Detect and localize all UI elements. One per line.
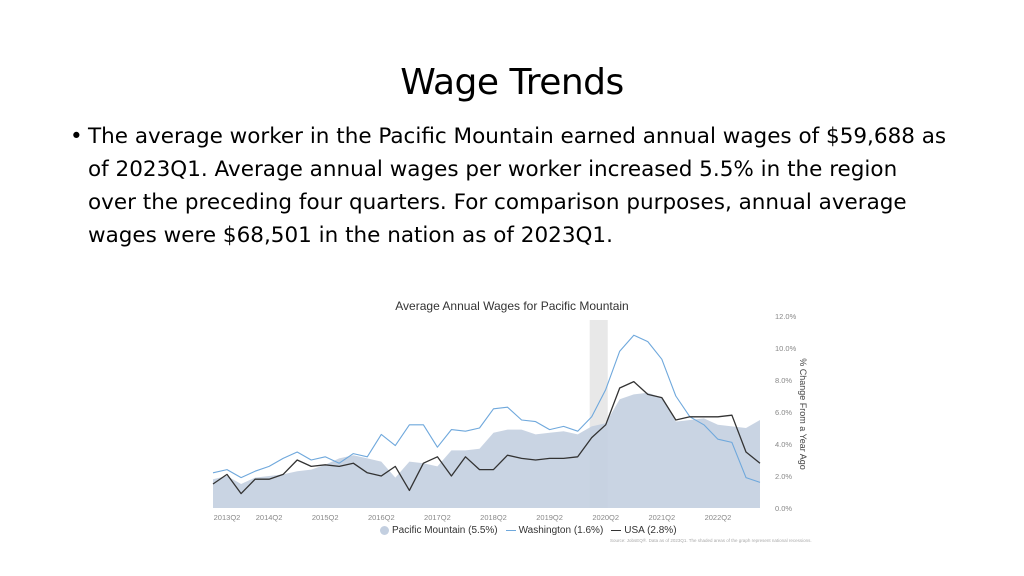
y-tick-label: 8.0%	[775, 376, 792, 385]
y-axis-label: % Change From a Year Ago	[798, 358, 808, 470]
y-tick-label: 2.0%	[775, 472, 792, 481]
bullet-marker: •	[70, 124, 83, 149]
x-tick-label: 2021Q2	[648, 513, 675, 522]
series-line-usa	[212, 380, 761, 495]
slide-title: Wage Trends	[400, 62, 624, 103]
x-tick-label: 2016Q2	[368, 513, 395, 522]
bullet-text: The average worker in the Pacific Mounta…	[88, 124, 947, 248]
legend-line-swatch-icon	[505, 530, 516, 531]
legend-usa: USA (2.8%)	[611, 525, 677, 536]
x-tick-label: 2014Q2	[256, 513, 283, 522]
y-axis: 0.0% 2.0% 4.0% 6.0% 8.0% 10.0% 12.0%	[775, 312, 797, 513]
bullet-paragraph: • The average worker in the Pacific Moun…	[70, 120, 948, 252]
legend-washington: Washington (1.6%)	[505, 525, 604, 536]
x-tick-label: 2020Q2	[592, 513, 619, 522]
area-layer	[213, 392, 760, 508]
y-tick-label: 0.0%	[775, 504, 792, 513]
x-axis: 2013Q2 2014Q2 2015Q2 2016Q2 2017Q2 2018Q2 2019…	[214, 513, 732, 522]
y-tick-label: 12.0%	[775, 312, 797, 321]
legend-line-swatch-icon	[611, 530, 622, 531]
legend-label-usa: USA (2.8%)	[624, 525, 677, 536]
x-tick-label: 2015Q2	[312, 513, 339, 522]
line-layer	[212, 334, 761, 495]
series-line-washington	[212, 334, 761, 483]
x-tick-label: 2013Q2	[214, 513, 241, 522]
source-note: Source: JobsEQ®. Data as of 2023Q1. The …	[610, 538, 812, 543]
legend-area-swatch-icon	[380, 526, 389, 535]
legend-label-washington: Washington (1.6%)	[518, 525, 604, 536]
x-tick-label: 2017Q2	[424, 513, 451, 522]
x-tick-label: 2019Q2	[536, 513, 563, 522]
x-tick-label: 2018Q2	[480, 513, 507, 522]
y-tick-label: 10.0%	[775, 344, 797, 353]
series-area-pacific-mountain	[213, 392, 760, 508]
legend-pacific-mountain: Pacific Mountain (5.5%)	[380, 525, 498, 536]
chart-title: Average Annual Wages for Pacific Mountai…	[395, 299, 629, 313]
x-tick-label: 2022Q2	[705, 513, 732, 522]
y-tick-label: 6.0%	[775, 408, 792, 417]
y-tick-label: 4.0%	[775, 440, 792, 449]
legend-label-pacific-mountain: Pacific Mountain (5.5%)	[392, 525, 498, 536]
chart-legend: Pacific Mountain (5.5%) Washington (1.6%…	[380, 525, 677, 536]
